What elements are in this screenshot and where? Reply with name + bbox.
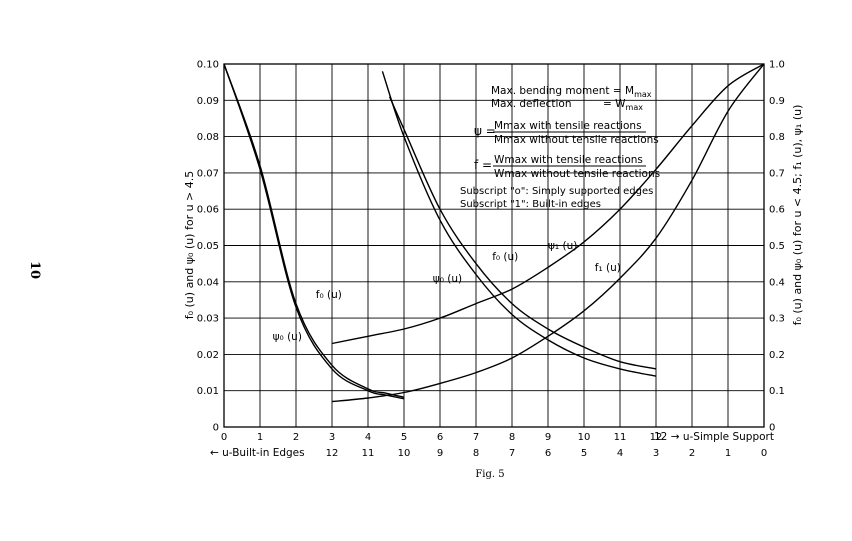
y-right-tick-label: 1.0 [769,60,785,71]
x-second-row-tick-label: 7 [509,448,515,459]
legend-f-numerator: Wmax with tensile reactions [494,154,643,166]
y-right-tick-label: 0.3 [769,314,785,325]
x-top-row-tick-label: 0 [221,432,227,443]
legend-subscript-0: Subscript "o": Simply supported edges [460,186,653,197]
y-left-tick-label: 0.06 [197,205,219,216]
curve-label: f₀ (u) [492,251,518,263]
x-second-row-tick-label: 9 [437,448,443,459]
x-second-row-tick-label: 12 [326,448,339,459]
x-top-row-tick-label: 7 [473,432,479,443]
x-top-row-tick-label: 9 [545,432,551,443]
series-line [223,63,405,398]
chart-grid [223,63,765,428]
y-right-tick-label: 0.9 [769,96,785,107]
legend-line1-sub: max [634,90,652,99]
y-left-tick-label: 0.05 [197,241,219,252]
series-line [388,96,657,370]
legend-psi-symbol: ψ = [474,124,496,138]
x-second-row-tick-label: 1 [725,448,731,459]
y-left-tick-label: 0.08 [197,132,219,143]
legend-line1: Max. bending moment = M [491,85,634,97]
svg-text:= Wmax: = Wmax [603,98,643,112]
y-left-tick-label: 0.04 [197,277,219,288]
legend-block: Max. bending moment = Mmax Max. deflecti… [460,85,660,210]
legend-psi-denominator: Mmax without tensile reactions [494,134,659,146]
x-axis-simple-support-label: 12 → u-Simple Support [654,431,774,443]
y-right-tick-label: 0.7 [769,168,785,179]
y-right-tick-label: 0 [769,423,775,434]
chart-ticks: 0 0.01 0.02 0.03 0.04 0.05 0.06 0.07 0.08 0.09 0.1… [197,60,785,460]
y-left-tick-label: 0.01 [197,386,219,397]
y-right-tick-label: 0.2 [769,350,785,361]
y-right-tick-label: 0.5 [769,241,785,252]
x-top-row-tick-label: 2 [293,432,299,443]
x-top-row-tick-label: 8 [509,432,515,443]
x-second-row-tick-label: 6 [545,448,551,459]
y-left-tick-label: 0.09 [197,96,219,107]
curve-label: ψ₀ (u) [273,331,302,343]
legend-subscript-1: Subscript "1": Built-in edges [460,199,601,210]
x-second-row-tick-label: 10 [398,448,411,459]
x-top-row-tick-label: 3 [329,432,335,443]
curve-label: ψ₁ (u) [548,240,577,252]
series-line [223,63,405,400]
y-left-tick-label: 0.03 [197,314,219,325]
x-second-row-tick-label: 4 [617,448,623,459]
y-right-tick-label: 0.6 [769,205,785,216]
y-left-axis-label: f₀ (u) and ψ₀ (u) for u > 4.5 [183,171,196,320]
chart-curves [223,63,765,403]
x-second-row-tick-label: 8 [473,448,479,459]
x-top-row-tick-label: 4 [365,432,371,443]
x-top-row-tick-label: 10 [578,432,591,443]
y-left-tick-label: 0.10 [197,60,219,71]
x-top-row-tick-label: 1 [257,432,263,443]
curve-label: f₀ (u) [316,289,342,301]
legend-line2-eq: = W [603,98,626,110]
series-line [331,63,765,403]
legend-psi-numerator: Mmax with tensile reactions [494,120,642,132]
curve-label: ψ₀ (u) [433,273,462,285]
x-top-row-tick-label: 12 [650,432,663,443]
x-axis-built-in-edges-label: ← u-Built-in Edges [210,447,305,459]
curve-label: f₁ (u) [595,262,621,274]
x-top-row-tick-label: 11 [614,432,627,443]
series-line [331,63,765,345]
x-second-row-tick-label: 5 [581,448,587,459]
y-left-tick-label: 0 [213,423,219,434]
y-right-tick-label: 0.1 [769,386,785,397]
x-top-row-tick-label: 5 [401,432,407,443]
x-second-row-tick-label: 0 [761,448,767,459]
figure-caption: Fig. 5 [475,469,504,480]
series-line [381,71,657,377]
y-right-tick-label: 0.8 [769,132,785,143]
legend-f-symbol: f = [474,158,492,172]
legend-line2: Max. deflection [491,98,571,110]
x-top-row-tick-label: 6 [437,432,443,443]
y-left-tick-label: 0.02 [197,350,219,361]
legend-f-denominator: Wmax without tensile reactions [494,168,660,180]
y-left-tick-label: 0.07 [197,168,219,179]
svg-text:Max. bending moment = Mmax: Max. bending moment = Mmax [491,85,652,99]
y-right-tick-label: 0.4 [769,277,785,288]
x-second-row-tick-label: 3 [653,448,659,459]
curve-labels: f₀ (u) ψ₀ (u) f₀ (u) ψ₀ (u) ψ₁ (u) f₁ (u) [273,240,621,343]
x-second-row-tick-label: 11 [362,448,375,459]
x-second-row-tick-label: 2 [689,448,695,459]
legend-line2-sub: max [626,103,644,112]
y-right-axis-label: f₀ (u) and ψ₀ (u) for u < 4.5; f₁ (u), ψ… [791,105,804,326]
